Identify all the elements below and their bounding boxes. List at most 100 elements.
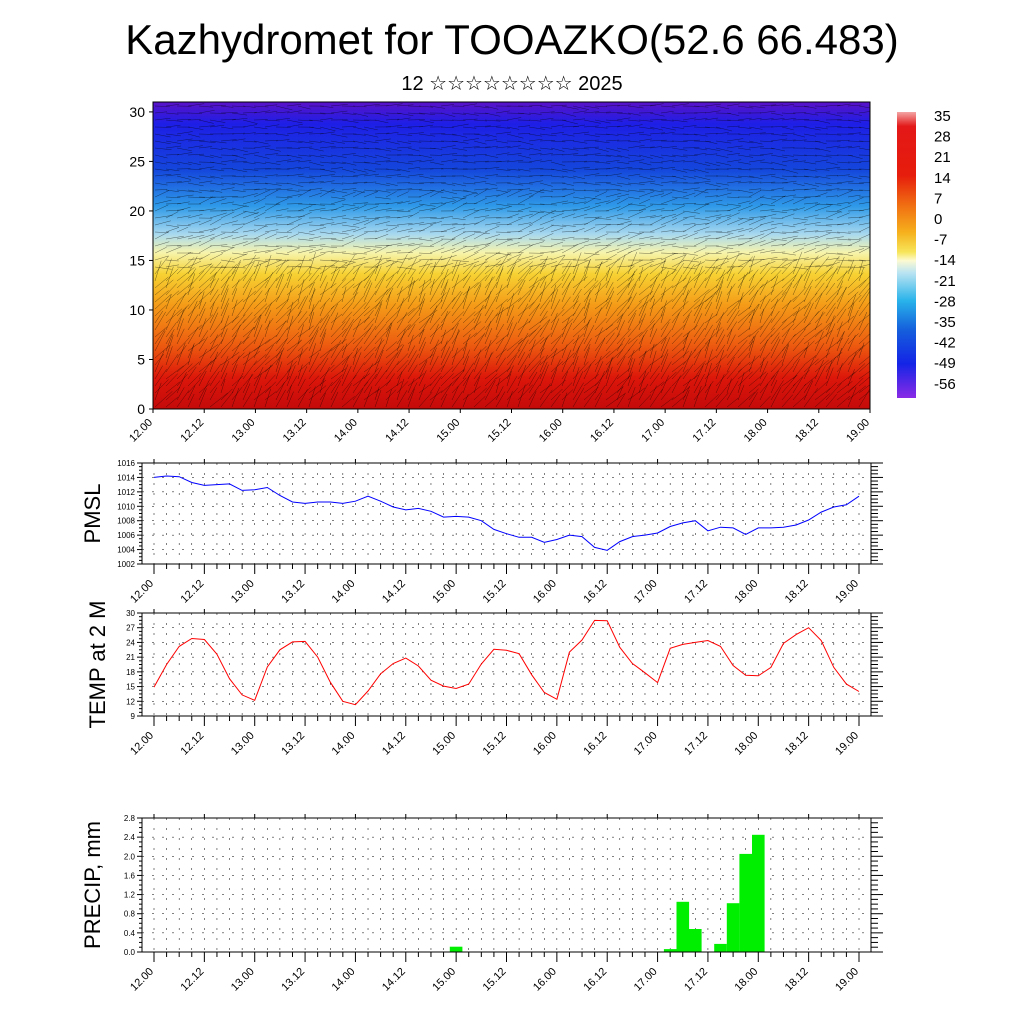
wind-barb — [187, 103, 205, 107]
wind-barb — [583, 146, 599, 149]
wind-barb — [319, 343, 339, 359]
wind-barb — [616, 296, 632, 310]
wind-barb — [737, 189, 754, 194]
wind-barb — [561, 265, 576, 268]
wind-barb — [220, 288, 229, 310]
wind-barb — [803, 355, 817, 366]
wind-barb — [264, 124, 280, 128]
wind-barb — [385, 217, 401, 219]
wind-barb — [803, 375, 818, 387]
wind-barb — [704, 313, 718, 324]
wind-barb — [319, 378, 325, 394]
wind-barb — [759, 308, 765, 324]
wind-barb — [737, 140, 754, 144]
wind-barb — [792, 126, 807, 128]
wind-barb — [814, 343, 825, 359]
wind-barb — [737, 133, 751, 136]
wind-barb — [220, 126, 234, 130]
wind-barb — [495, 223, 512, 226]
wind-barb — [671, 255, 686, 275]
wind-barb — [363, 206, 378, 212]
wind-barb — [198, 370, 207, 387]
wind-barb — [462, 334, 471, 352]
wind-barb — [638, 126, 655, 130]
wind-barb — [165, 112, 179, 115]
wind-barb — [154, 350, 165, 373]
wind-barb — [165, 168, 180, 172]
wind-barb — [220, 276, 230, 296]
wind-barb — [517, 353, 530, 373]
wind-barb — [385, 191, 397, 198]
wind-barb — [473, 261, 488, 268]
x-tick-label: 19.00 — [833, 966, 861, 994]
wind-barb — [187, 291, 202, 310]
wind-barb — [814, 304, 827, 317]
wind-barb — [418, 217, 437, 219]
wind-barb — [561, 201, 575, 205]
wind-barb — [396, 200, 411, 205]
wind-barb — [616, 193, 630, 198]
wind-barb — [748, 355, 760, 366]
wind-barb — [176, 189, 194, 192]
wind-barb — [770, 196, 786, 198]
wind-barb — [781, 269, 795, 282]
x-tick-label: 14.00 — [330, 578, 358, 606]
wind-barb — [352, 168, 367, 173]
wind-barb — [418, 263, 433, 268]
wind-barb — [396, 324, 412, 345]
wind-barb — [715, 365, 722, 380]
wind-barb — [165, 365, 184, 380]
wind-barb — [803, 236, 819, 240]
wind-barb — [759, 213, 777, 219]
wind-barb — [352, 375, 365, 394]
wind-barb — [528, 276, 538, 296]
wind-barb — [759, 328, 775, 345]
wind-barb — [451, 322, 459, 338]
wind-barb — [253, 263, 262, 282]
wind-barb — [264, 338, 281, 352]
wind-barb — [759, 298, 771, 317]
wind-barb — [242, 217, 260, 226]
wind-barb — [616, 337, 625, 352]
wind-barb — [550, 147, 565, 152]
wind-barb — [649, 119, 667, 121]
wind-barb — [572, 189, 586, 192]
wind-barb — [572, 333, 585, 345]
wind-barb — [748, 126, 763, 130]
wind-barb — [385, 373, 396, 387]
wind-barb — [671, 196, 689, 199]
wind-barb — [165, 145, 182, 149]
wind-barb — [605, 223, 624, 226]
wind-barb — [847, 294, 862, 310]
wind-barb — [308, 304, 315, 324]
wind-barb — [363, 168, 376, 173]
wind-barb — [198, 388, 207, 408]
wind-barb — [176, 161, 192, 165]
wind-barb — [836, 180, 854, 184]
wind-barb — [748, 388, 759, 401]
wind-barb — [253, 324, 263, 345]
wind-barb — [286, 140, 303, 143]
wind-barb — [462, 332, 478, 345]
wind-barb — [803, 214, 819, 219]
wind-barb — [704, 257, 719, 275]
wind-barb — [473, 357, 480, 373]
wind-barb — [726, 243, 744, 247]
wind-barb — [715, 233, 731, 240]
wind-barb — [770, 231, 787, 234]
wind-barb — [341, 302, 354, 317]
wind-barb — [363, 173, 380, 177]
wind-barb — [231, 117, 248, 121]
wind-barb — [297, 160, 312, 163]
wind-barb — [649, 298, 656, 317]
wind-barb — [792, 315, 807, 331]
wind-barb — [352, 257, 366, 261]
wind-barb — [539, 300, 551, 317]
wind-barb — [231, 259, 242, 275]
wind-barb — [858, 376, 870, 387]
wind-barb — [616, 217, 630, 221]
wind-barb — [319, 259, 337, 262]
wind-barb — [220, 259, 235, 263]
wind-barb — [572, 154, 588, 157]
wind-barb — [341, 343, 348, 359]
